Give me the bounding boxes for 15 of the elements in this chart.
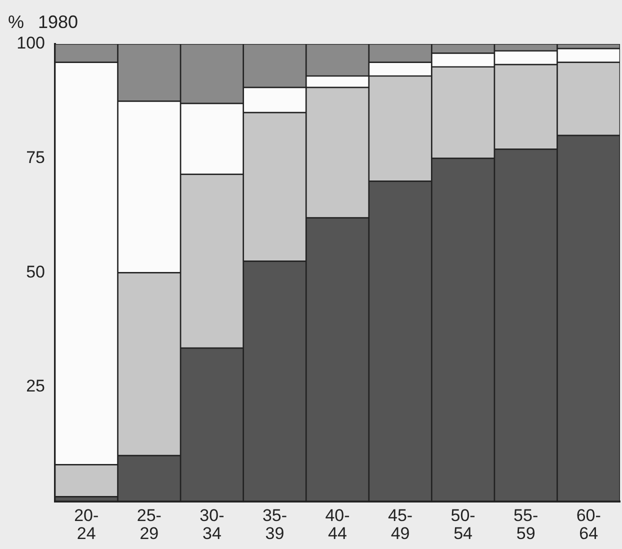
y-tick-label: 25 — [26, 376, 45, 396]
chart-title: 1980 — [38, 12, 78, 32]
x-tick-label: 60-64 — [576, 506, 601, 543]
x-tick-label: 50-54 — [450, 506, 476, 543]
y-tick-label: 75 — [26, 148, 45, 168]
x-tick-label: 30-34 — [200, 506, 224, 543]
x-tick-label: 40-44 — [325, 506, 350, 543]
x-tick-label: 55-59 — [514, 506, 538, 543]
x-tick-label: 20-24 — [74, 506, 99, 543]
x-tick-label: 45-49 — [388, 506, 413, 543]
y-axis-title: % — [8, 12, 24, 32]
y-tick-label: 50 — [26, 262, 45, 282]
x-tick-label: 35-39 — [262, 506, 288, 543]
y-tick-label: 100 — [16, 34, 45, 53]
x-tick-label: 25-29 — [136, 506, 162, 543]
